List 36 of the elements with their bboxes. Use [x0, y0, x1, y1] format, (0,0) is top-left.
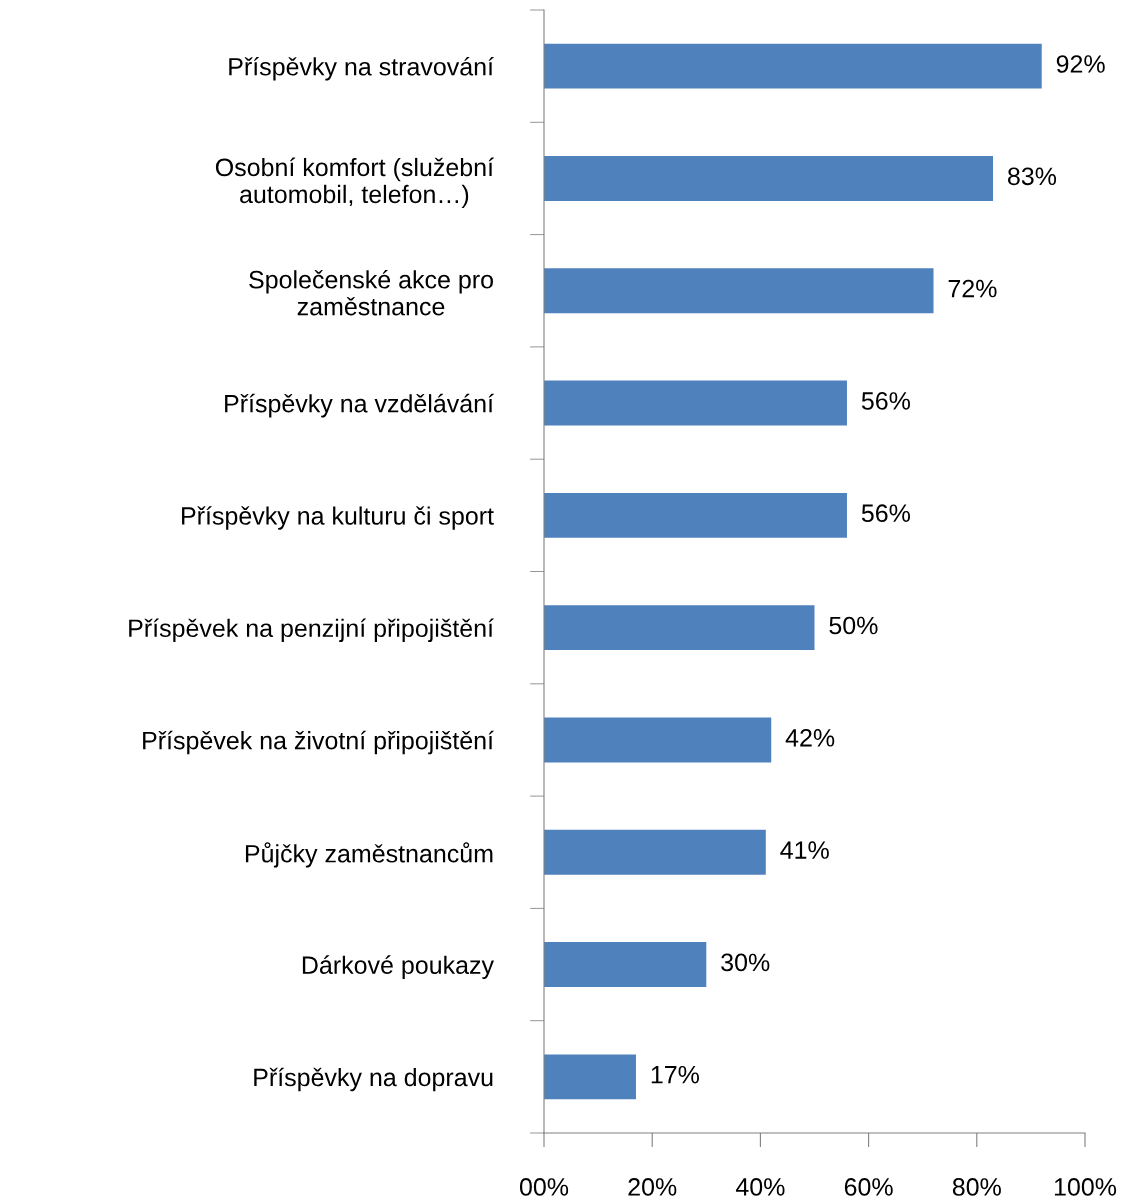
bar — [544, 605, 815, 651]
bar — [544, 380, 847, 426]
bar — [544, 492, 847, 538]
data-label: 56% — [861, 392, 910, 410]
x-tick-label: 80% — [952, 1178, 1001, 1196]
x-tick-label: 60% — [844, 1178, 893, 1196]
y-tick-label: Příspěvek na životní připojištění — [143, 730, 494, 755]
data-label: 92% — [1056, 55, 1105, 73]
x-tick-label: 100% — [1054, 1178, 1117, 1196]
data-label: 83% — [1008, 167, 1057, 186]
y-tick-label: Příspěvek na penzijní připojištění — [129, 618, 494, 643]
data-label: 17% — [651, 1065, 700, 1084]
y-tick-label: Příspěvky na kulturu či sport — [182, 506, 494, 530]
data-label: 50% — [829, 616, 878, 635]
bar — [544, 717, 772, 763]
bar — [544, 43, 1042, 89]
data-label: 30% — [721, 953, 770, 972]
y-tick-label: Příspěvky na stravování — [229, 56, 494, 81]
x-tick-label: 20% — [628, 1178, 677, 1196]
data-label: 41% — [780, 841, 829, 859]
y-tick-label: Osobní komfort (služební automobil, telefon…) — [215, 157, 494, 209]
x-tick-label: 00% — [519, 1178, 569, 1196]
bar — [544, 155, 994, 201]
y-tick-label: Příspěvky na vzdělávání — [225, 393, 494, 418]
bar — [544, 942, 707, 988]
y-tick-label: Půjčky zaměstnancům — [245, 842, 493, 868]
data-label: 42% — [785, 728, 835, 747]
y-tick-label: Dárkové poukazy — [302, 955, 494, 979]
data-label: 56% — [861, 504, 910, 523]
bar — [544, 1054, 636, 1100]
bar — [544, 268, 934, 314]
y-tick-label: Příspěvky na dopravu — [254, 1067, 493, 1092]
data-label: 72% — [948, 279, 997, 298]
y-tick-label: Společenské akce pro zaměstnance — [249, 269, 493, 316]
x-tick-label: 40% — [735, 1178, 785, 1196]
bar — [544, 829, 766, 875]
